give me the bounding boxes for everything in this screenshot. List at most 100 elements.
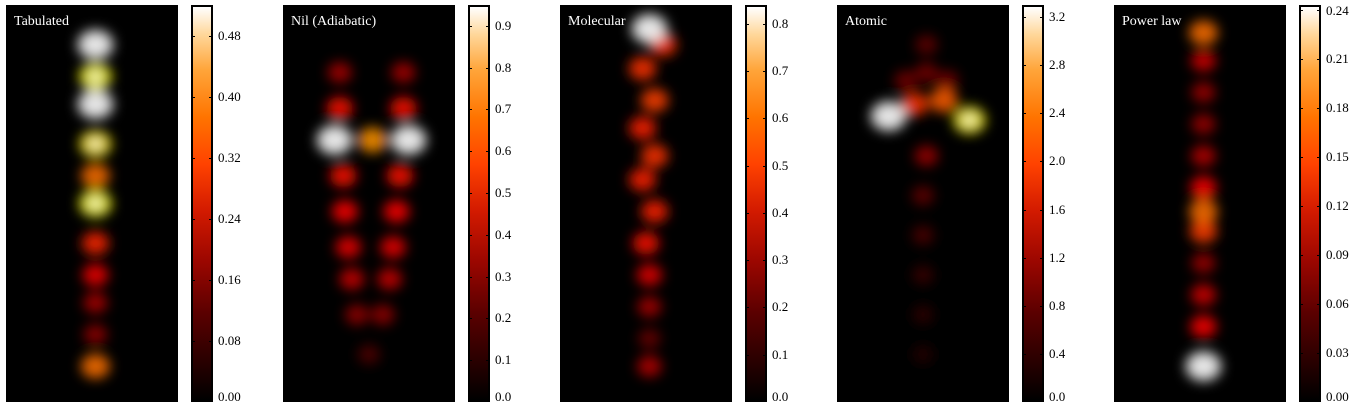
colorbar-tick: [1040, 353, 1044, 355]
colorbar-tick: [763, 307, 767, 309]
heatmap-blob: [894, 70, 918, 91]
colorbar-tick-label: 0.3: [772, 252, 789, 268]
colorbar-tick: [763, 401, 767, 402]
colorbar-tick: [745, 260, 749, 262]
colorbar-tick: [1022, 65, 1026, 67]
colorbar-tick: [1022, 161, 1026, 163]
colorbar-tick: [763, 260, 767, 262]
colorbar-tick: [486, 193, 490, 195]
colorbar-tick: [763, 118, 767, 120]
heatmap-blob: [935, 70, 959, 91]
colorbar-tick: [468, 109, 472, 111]
heatmap-blob-core: [90, 72, 101, 81]
heatmap-blob-core: [964, 116, 975, 125]
colorbar-tick-label: 0.1: [495, 352, 512, 368]
colorbar-tick-label: 2.4: [1049, 105, 1066, 121]
colorbar-tick: [486, 109, 490, 111]
colorbar-tick: [745, 354, 749, 356]
colorbar-tick: [745, 118, 749, 120]
heatmap-blob: [1191, 81, 1216, 103]
colorbar-tick-label: 0.5: [495, 185, 512, 201]
colorbar-tick: [1022, 401, 1026, 402]
colorbar-tick: [1299, 156, 1303, 158]
heatmap-blob: [628, 116, 657, 140]
colorbar: [191, 5, 213, 402]
colorbar-tick: [1040, 401, 1044, 402]
heatmap-blob: [632, 231, 660, 255]
colorbar-tick: [1299, 58, 1303, 60]
colorbar-tick-label: 3.2: [1049, 9, 1066, 25]
heatmap-image: [283, 5, 455, 402]
colorbar-tick: [763, 212, 767, 214]
colorbar-tick-label: 1.2: [1049, 249, 1066, 265]
colorbar-tick: [468, 318, 472, 320]
colorbar-tick: [468, 234, 472, 236]
heatmap-blob: [331, 200, 359, 223]
colorbar: [745, 5, 767, 402]
colorbar-ticks: 0.00 0.08 0.16 0.24 0.32 0.40 0.48: [191, 5, 261, 404]
colorbar-tick: [1317, 58, 1321, 60]
heatmap-blob: [377, 268, 403, 290]
heatmap-blob: [345, 304, 369, 326]
colorbar-tick-label: 0.7: [495, 101, 512, 117]
heatmap-blob: [915, 34, 938, 55]
colorbar-tick: [209, 218, 213, 220]
heatmap-blob: [1190, 49, 1217, 72]
colorbar-tick-label: 1.6: [1049, 201, 1066, 217]
colorbar-tick-label: 0.6: [495, 143, 512, 159]
colorbar-tick-label: 2.0: [1049, 153, 1066, 169]
colorbar-tick-label: 0.8: [1049, 297, 1066, 313]
heatmap-blob: [640, 144, 669, 168]
panel-title: Power law: [1122, 14, 1182, 29]
heatmap-blob: [83, 324, 108, 345]
colorbar-tick: [1040, 65, 1044, 67]
heatmap-svg: [870, 34, 986, 364]
heatmap-blob-core: [90, 199, 101, 208]
colorbar-tick: [763, 71, 767, 73]
colorbar-tick: [468, 25, 472, 27]
colorbar-tick-label: 0.4: [1049, 345, 1066, 361]
heatmap-blob: [628, 167, 657, 192]
heatmap-blob: [912, 344, 934, 364]
colorbar-tick-label: 0.48: [218, 27, 241, 43]
heatmap-blob: [357, 344, 381, 365]
colorbar-tick: [486, 276, 490, 278]
heatmap-blob: [637, 296, 662, 318]
colorbar-tick: [191, 96, 195, 98]
colorbar-tick: [1299, 205, 1303, 207]
heatmap-blob: [628, 56, 657, 81]
heatmap-blob: [1190, 315, 1217, 339]
heatmap-blob: [900, 92, 929, 117]
colorbar-tick: [486, 360, 490, 362]
heatmap-svg: [77, 29, 114, 379]
colorbar-tick: [1040, 305, 1044, 307]
heatmap-image: [6, 5, 178, 402]
colorbar-tick: [763, 354, 767, 356]
colorbar-tick-label: 0.6: [772, 110, 789, 126]
panel-title: Atomic: [845, 14, 887, 29]
colorbar-tick-label: 0.5: [772, 157, 789, 173]
heatmap-blob: [327, 61, 352, 84]
colorbar-tick-label: 0.0: [772, 389, 789, 404]
colorbar-tick-label: 0.7: [772, 63, 789, 79]
colorbar-tick: [745, 307, 749, 309]
colorbar-tick-label: 0.08: [218, 332, 241, 348]
colorbar-tick-label: 0.8: [772, 15, 789, 31]
heatmap-blob: [370, 304, 395, 326]
colorbar-tick-label: 0.4: [772, 204, 789, 220]
heatmap-blob: [1188, 198, 1219, 224]
colorbar-tick: [486, 234, 490, 236]
colorbar-tick: [763, 23, 767, 25]
colorbar-tick: [1299, 9, 1303, 11]
heatmap-blob-core: [90, 139, 101, 148]
heatmap-blob-core: [403, 135, 414, 144]
heatmap-blob: [329, 164, 357, 188]
heatmap-blob-core: [1198, 362, 1209, 371]
colorbar-tick: [486, 318, 490, 320]
heatmap-blob: [390, 96, 417, 120]
heatmap-blob: [1191, 113, 1216, 135]
colorbar-tick: [1317, 205, 1321, 207]
colorbar-tick-label: 0.8: [495, 59, 512, 75]
heatmap-blob: [357, 127, 388, 153]
colorbar-tick: [1040, 257, 1044, 259]
